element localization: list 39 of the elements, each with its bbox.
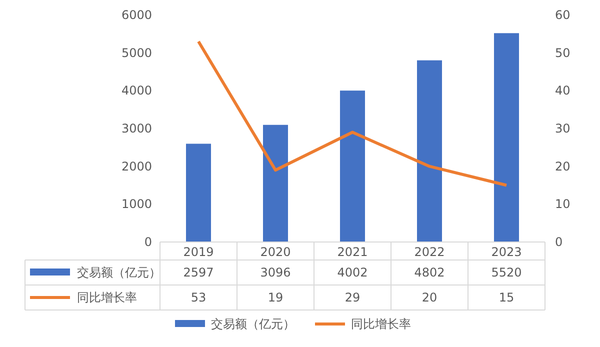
x-tick-label: 2020 — [260, 245, 291, 259]
y-tick-label: 6000 — [121, 8, 152, 22]
bar — [494, 33, 519, 242]
data-label: 3096 — [260, 266, 291, 280]
y2-tick-label: 50 — [555, 46, 570, 60]
data-label: 4802 — [414, 266, 445, 280]
y-tick-label: 0 — [144, 235, 152, 249]
bar — [186, 144, 211, 242]
y-tick-label: 1000 — [121, 197, 152, 212]
y2-tick-label: 60 — [555, 8, 570, 22]
data-label: 20 — [422, 290, 438, 304]
text: 交易额（亿元） — [211, 317, 295, 331]
y2-tick-label: 30 — [555, 122, 570, 136]
y-tick-label: 2000 — [121, 159, 152, 174]
data-label: 19 — [268, 290, 284, 304]
legend-label: 交易额（亿元） — [77, 266, 161, 280]
x-tick-label: 2019 — [183, 245, 214, 259]
data-label: 53 — [190, 290, 206, 304]
y-tick-label: 5000 — [121, 46, 152, 60]
data-label: 29 — [344, 290, 360, 304]
line-series — [197, 40, 508, 187]
y2-tick-label: 0 — [555, 235, 563, 249]
x-tick-label: 2022 — [414, 245, 445, 259]
text: 同比增长率 — [351, 317, 411, 331]
y2-tick-label: 40 — [555, 84, 570, 98]
x-tick-label: 2021 — [337, 245, 368, 259]
data-label: 15 — [498, 290, 514, 304]
legend-label: 同比增长率 — [77, 290, 137, 304]
data-label: 2597 — [183, 266, 214, 280]
y2-tick-label: 10 — [555, 197, 570, 212]
y2-tick-label: 20 — [555, 159, 570, 174]
y-tick-label: 4000 — [121, 84, 152, 98]
x-tick-label: 2023 — [491, 245, 522, 259]
data-label: 4002 — [337, 266, 368, 280]
bar — [340, 90, 365, 242]
data-label: 5520 — [491, 266, 522, 280]
bar — [263, 124, 288, 242]
bar — [417, 60, 442, 242]
y-tick-label: 3000 — [121, 122, 152, 136]
